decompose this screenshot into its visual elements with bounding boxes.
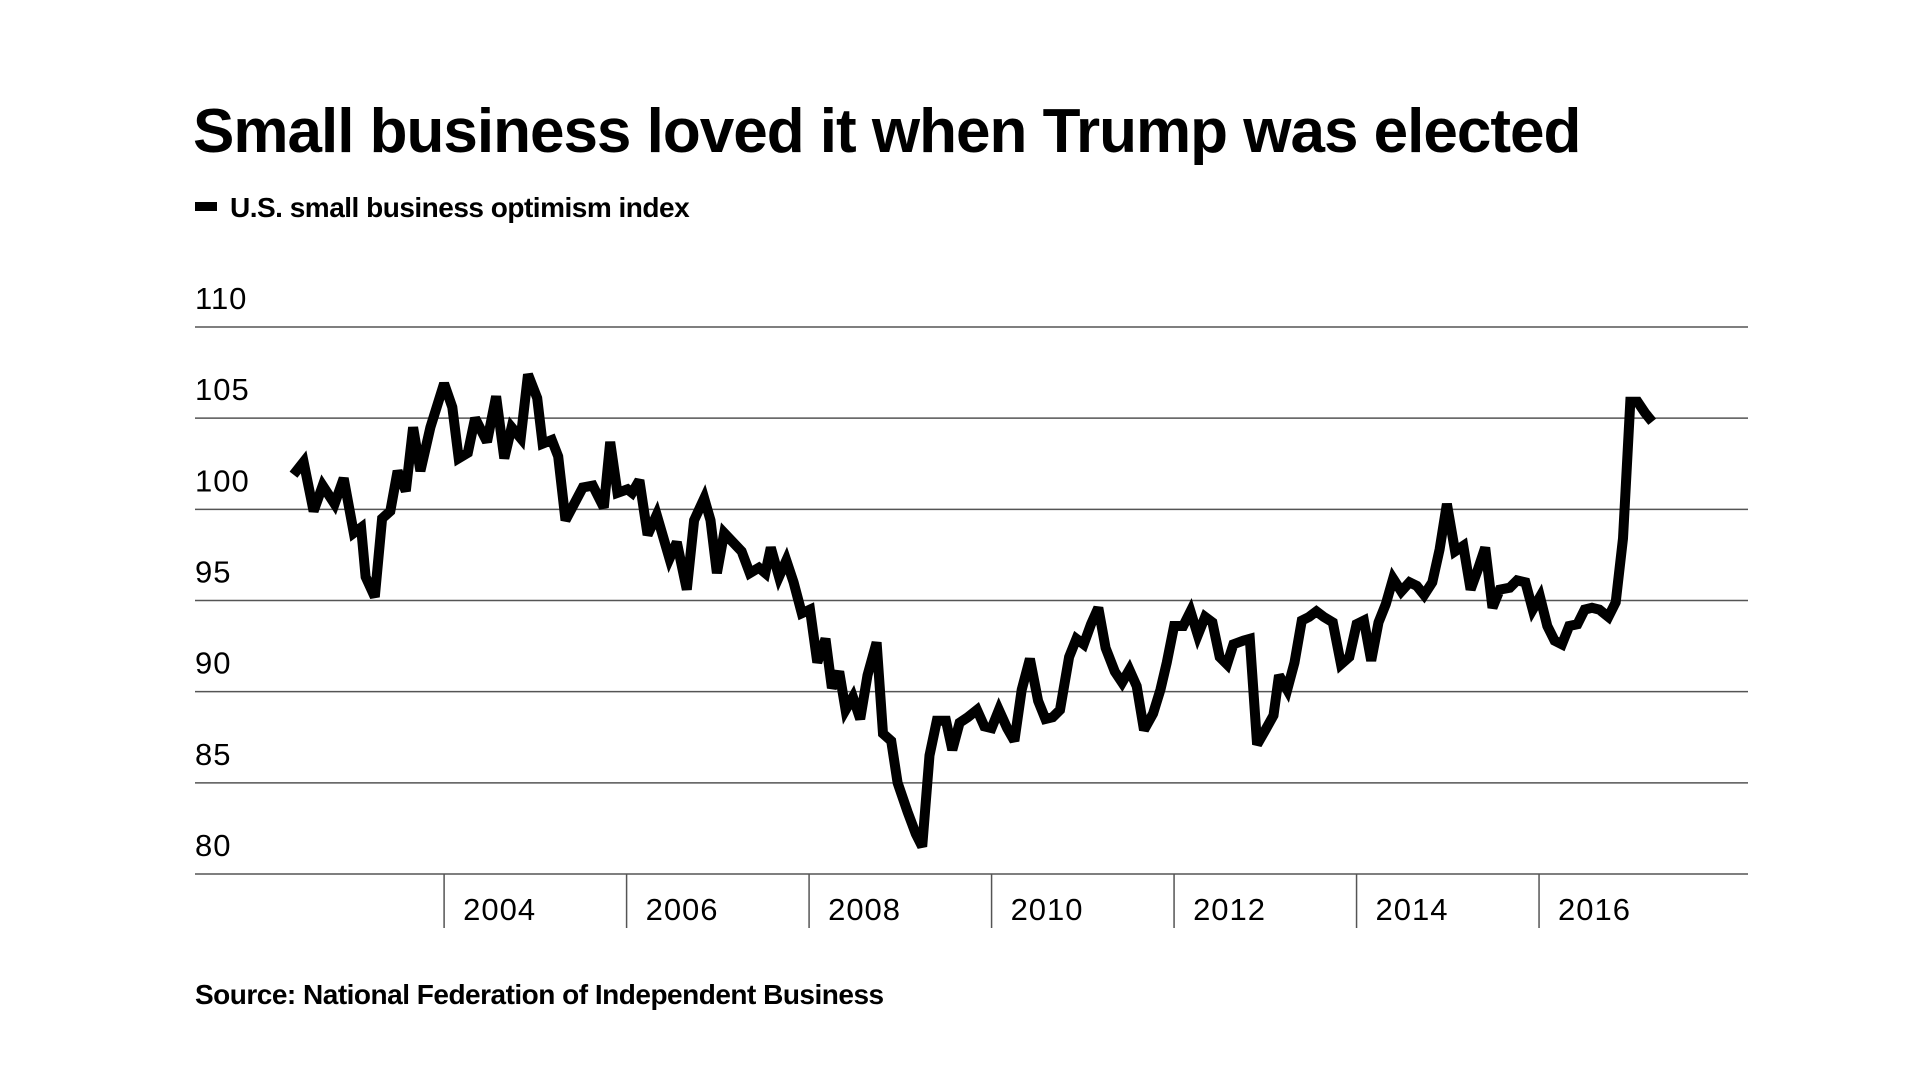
legend-label: U.S. small business optimism index (230, 192, 690, 223)
y-tick-label: 80 (195, 828, 231, 863)
x-tick-label: 2008 (828, 892, 901, 927)
x-tick-label: 2016 (1558, 892, 1631, 927)
x-tick-label: 2012 (1193, 892, 1266, 927)
x-tick-label: 2004 (463, 892, 536, 927)
y-tick-label: 110 (195, 281, 247, 316)
y-tick-label: 85 (195, 737, 231, 772)
source: Source: National Federation of Independe… (195, 979, 884, 1010)
legend-swatch (195, 202, 217, 211)
y-tick-label: 100 (195, 463, 250, 498)
y-tick-label: 95 (195, 555, 231, 590)
y-tick-label: 90 (195, 646, 231, 681)
y-tick-label: 105 (195, 372, 250, 407)
chart-title: Small business loved it when Trump was e… (193, 97, 1580, 166)
x-tick-label: 2014 (1376, 892, 1449, 927)
x-tick-label: 2010 (1011, 892, 1084, 927)
series-line (289, 372, 1657, 849)
x-tick-label: 2006 (646, 892, 719, 927)
